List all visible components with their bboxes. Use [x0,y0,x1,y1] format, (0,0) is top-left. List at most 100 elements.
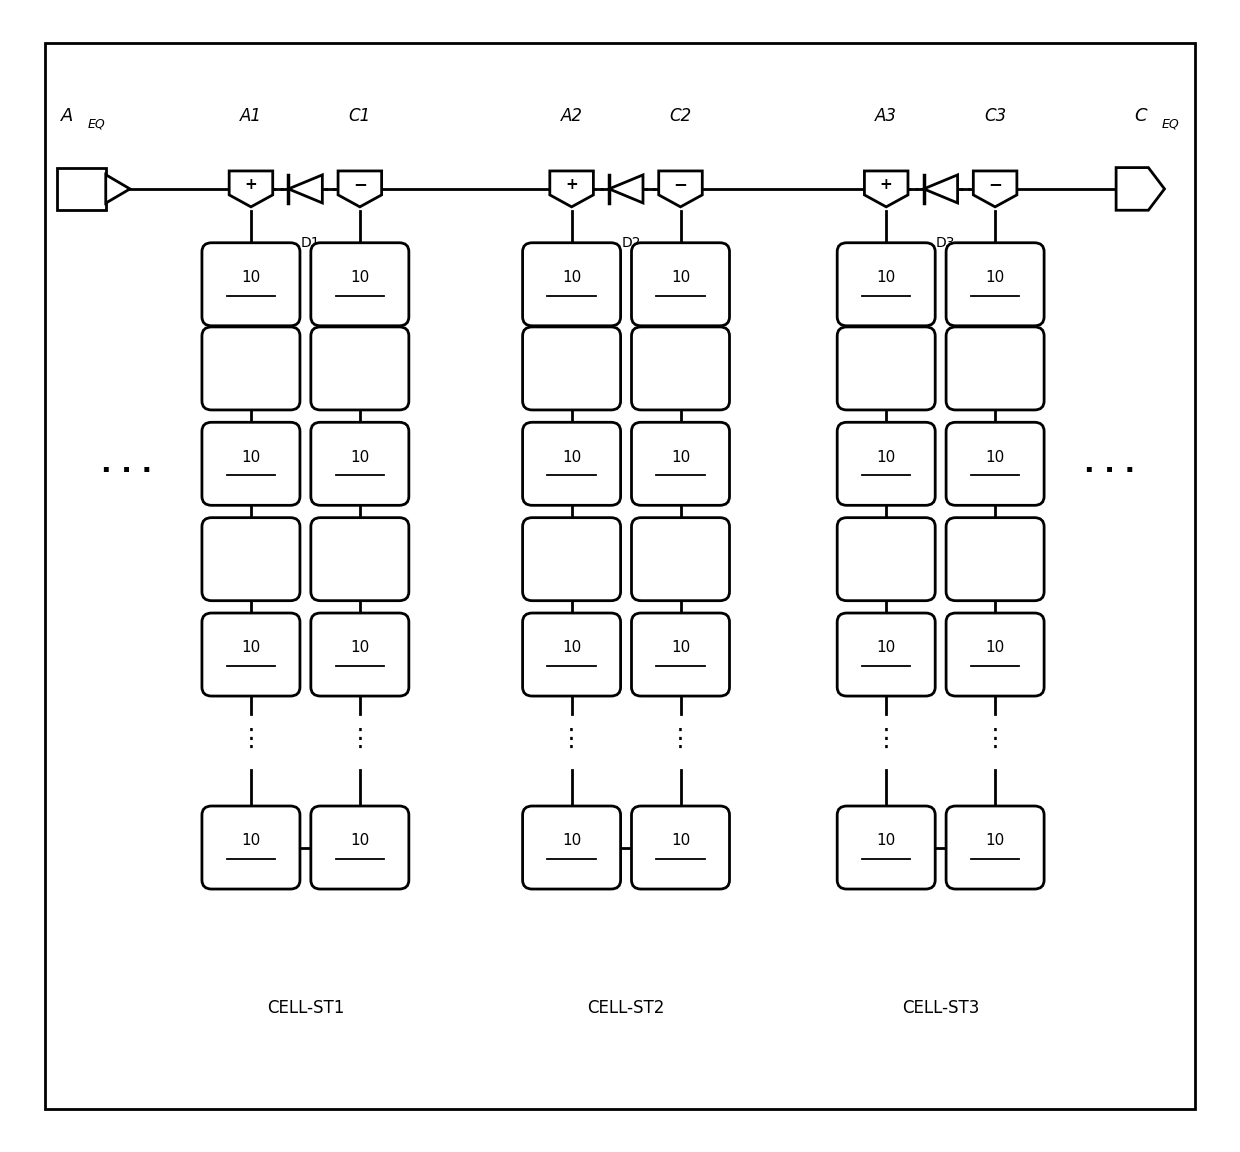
Text: 10: 10 [986,641,1004,655]
Text: 10: 10 [242,449,260,464]
Polygon shape [289,175,322,203]
Polygon shape [973,170,1017,207]
Text: 10: 10 [671,641,691,655]
FancyBboxPatch shape [946,806,1044,889]
Polygon shape [105,175,130,203]
FancyBboxPatch shape [946,517,1044,600]
FancyBboxPatch shape [202,423,300,506]
Polygon shape [549,170,594,207]
FancyBboxPatch shape [202,806,300,889]
FancyBboxPatch shape [202,243,300,326]
Text: 10: 10 [242,641,260,655]
Text: 10: 10 [671,833,691,848]
Text: 10: 10 [562,449,582,464]
FancyBboxPatch shape [631,327,729,410]
FancyBboxPatch shape [837,806,935,889]
Text: A1: A1 [241,107,262,124]
FancyBboxPatch shape [311,243,409,326]
FancyBboxPatch shape [522,327,620,410]
FancyBboxPatch shape [837,613,935,696]
Text: ⋮: ⋮ [347,727,372,751]
Text: CELL-ST3: CELL-ST3 [901,999,980,1017]
FancyBboxPatch shape [311,517,409,600]
FancyBboxPatch shape [631,243,729,326]
Text: C1: C1 [348,107,371,124]
Text: ⋮: ⋮ [668,727,693,751]
FancyBboxPatch shape [202,327,300,410]
Text: ⋮: ⋮ [559,727,584,751]
Text: 10: 10 [986,449,1004,464]
Text: 10: 10 [986,833,1004,848]
Text: D3: D3 [936,236,955,250]
Text: +: + [244,177,258,192]
FancyBboxPatch shape [837,423,935,506]
Text: 10: 10 [877,641,895,655]
Text: ⋮: ⋮ [982,727,1008,751]
FancyBboxPatch shape [202,613,300,696]
Polygon shape [864,170,908,207]
FancyBboxPatch shape [522,243,620,326]
FancyBboxPatch shape [946,243,1044,326]
Polygon shape [658,170,702,207]
Text: 10: 10 [350,270,370,285]
Text: 10: 10 [350,833,370,848]
Text: D1: D1 [300,236,320,250]
Text: 10: 10 [877,449,895,464]
Text: +: + [565,177,578,192]
FancyBboxPatch shape [631,517,729,600]
Text: 10: 10 [562,833,582,848]
Text: 10: 10 [350,449,370,464]
Text: 10: 10 [986,270,1004,285]
Text: C3: C3 [985,107,1006,124]
Polygon shape [609,175,644,203]
Text: CELL-ST1: CELL-ST1 [267,999,343,1017]
Text: 10: 10 [877,270,895,285]
FancyBboxPatch shape [946,613,1044,696]
FancyBboxPatch shape [202,517,300,600]
FancyBboxPatch shape [631,423,729,506]
Text: C2: C2 [670,107,692,124]
FancyBboxPatch shape [837,327,935,410]
Text: 10: 10 [562,641,582,655]
FancyBboxPatch shape [631,806,729,889]
Polygon shape [1116,167,1164,210]
Text: ⋮: ⋮ [874,727,899,751]
Text: −: − [988,175,1002,194]
Text: A3: A3 [875,107,898,124]
FancyBboxPatch shape [837,243,935,326]
Text: 10: 10 [242,833,260,848]
FancyBboxPatch shape [522,806,620,889]
Text: −: − [673,175,687,194]
Text: 10: 10 [242,270,260,285]
FancyBboxPatch shape [311,806,409,889]
Text: . . .: . . . [100,449,151,478]
Text: . . .: . . . [1085,449,1136,478]
Text: A2: A2 [560,107,583,124]
FancyBboxPatch shape [946,327,1044,410]
FancyBboxPatch shape [631,613,729,696]
FancyBboxPatch shape [522,423,620,506]
Text: A: A [61,107,73,124]
FancyBboxPatch shape [311,327,409,410]
Text: 10: 10 [877,833,895,848]
Polygon shape [229,170,273,207]
Text: D2: D2 [621,236,641,250]
Text: C: C [1135,107,1147,124]
Text: 10: 10 [671,270,691,285]
Text: EQ: EQ [1162,118,1179,130]
FancyBboxPatch shape [522,613,620,696]
Text: +: + [880,177,893,192]
Text: EQ: EQ [87,118,105,130]
Text: ⋮: ⋮ [238,727,263,751]
Bar [57,167,105,210]
Text: CELL-ST2: CELL-ST2 [588,999,665,1017]
FancyBboxPatch shape [522,517,620,600]
Text: 10: 10 [562,270,582,285]
Text: −: − [353,175,367,194]
Text: 10: 10 [350,641,370,655]
FancyBboxPatch shape [837,517,935,600]
Polygon shape [339,170,382,207]
Polygon shape [924,175,957,203]
FancyBboxPatch shape [946,423,1044,506]
FancyBboxPatch shape [311,423,409,506]
